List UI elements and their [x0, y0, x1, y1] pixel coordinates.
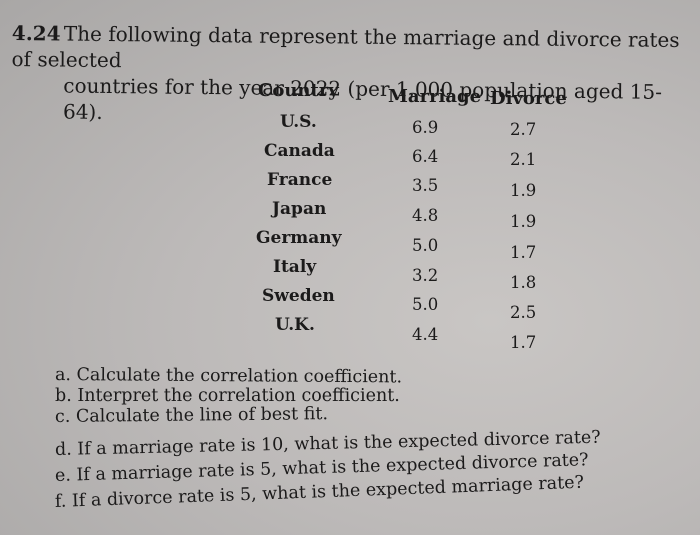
row-marriage: 4.8: [412, 206, 439, 225]
problem-number: 4.24: [11, 20, 61, 46]
row-country: Germany: [256, 228, 342, 248]
row-divorce: 1.7: [510, 243, 537, 262]
row-divorce: 1.7: [510, 333, 537, 352]
row-divorce: 2.1: [510, 150, 537, 169]
row-marriage: 3.2: [412, 266, 439, 285]
row-divorce: 2.5: [510, 303, 537, 322]
column-header-marriage: Marriage: [388, 86, 482, 107]
problem-text-line-1: The following data represent the marriag…: [11, 21, 680, 73]
row-country: U.S.: [280, 112, 317, 132]
row-divorce: 1.9: [510, 212, 537, 231]
column-header-country: Country: [258, 80, 339, 101]
row-divorce: 1.8: [510, 273, 537, 292]
column-header-divorce: Divorce: [490, 88, 567, 109]
problem-text-line-2: countries for the year 2022 (per 1,000 p…: [62, 73, 663, 124]
question-c: c. Calculate the line of best fit.: [54, 404, 329, 427]
row-divorce: 1.9: [510, 181, 537, 200]
question-a: a. Calculate the correlation coefficient…: [54, 365, 403, 388]
row-country: Sweden: [262, 286, 335, 306]
row-marriage: 5.0: [412, 236, 439, 255]
row-divorce: 2.7: [510, 120, 537, 139]
row-marriage: 3.5: [412, 176, 439, 195]
row-country: Italy: [273, 257, 317, 277]
row-country: Japan: [272, 199, 327, 219]
question-b: b. Interpret the correlation coefficient…: [55, 386, 400, 406]
row-marriage: 5.0: [412, 295, 439, 314]
row-country: Canada: [264, 141, 335, 161]
problem-statement: 4.24 The following data represent the mar…: [11, 20, 682, 131]
row-country: U.K.: [275, 315, 315, 335]
row-country: France: [267, 170, 333, 190]
row-marriage: 4.4: [412, 325, 439, 344]
row-marriage: 6.4: [412, 147, 439, 166]
row-marriage: 6.9: [412, 118, 439, 137]
